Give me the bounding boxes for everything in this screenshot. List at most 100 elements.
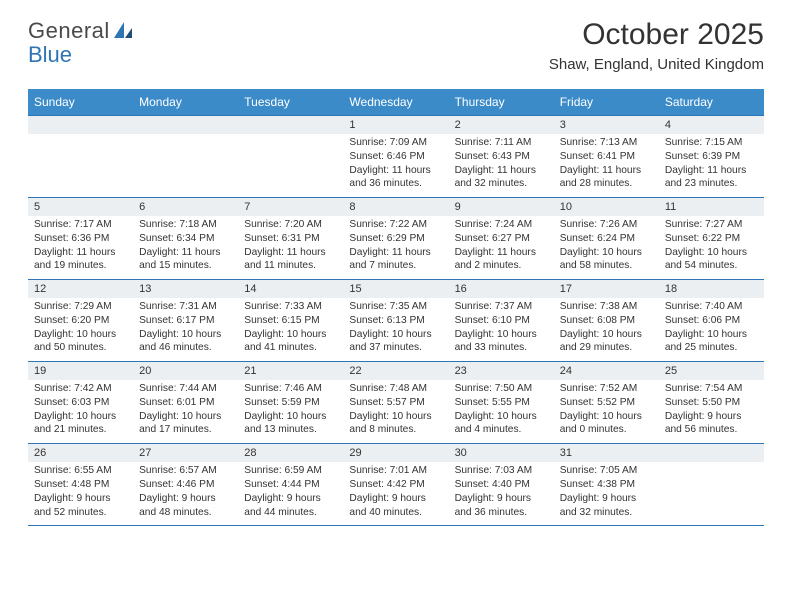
day-details bbox=[133, 134, 238, 186]
day-header: Monday bbox=[133, 89, 238, 116]
daylight-line: Daylight: 11 hours and 7 minutes. bbox=[349, 246, 442, 274]
week-row: 5Sunrise: 7:17 AMSunset: 6:36 PMDaylight… bbox=[28, 198, 764, 280]
daylight-line: Daylight: 11 hours and 32 minutes. bbox=[455, 164, 548, 192]
daylight-line: Daylight: 10 hours and 0 minutes. bbox=[560, 410, 653, 438]
sunset-line: Sunset: 5:55 PM bbox=[455, 396, 548, 410]
brand-sail-icon bbox=[112, 20, 134, 42]
day-details: Sunrise: 7:46 AMSunset: 5:59 PMDaylight:… bbox=[238, 380, 343, 443]
daylight-line: Daylight: 10 hours and 50 minutes. bbox=[34, 328, 127, 356]
sunrise-line: Sunrise: 6:57 AM bbox=[139, 464, 232, 478]
day-details: Sunrise: 7:20 AMSunset: 6:31 PMDaylight:… bbox=[238, 216, 343, 279]
day-number: 20 bbox=[133, 362, 238, 380]
day-number bbox=[133, 116, 238, 134]
sunset-line: Sunset: 5:59 PM bbox=[244, 396, 337, 410]
day-cell: 5Sunrise: 7:17 AMSunset: 6:36 PMDaylight… bbox=[28, 198, 133, 280]
day-cell: 30Sunrise: 7:03 AMSunset: 4:40 PMDayligh… bbox=[449, 444, 554, 526]
sunset-line: Sunset: 5:57 PM bbox=[349, 396, 442, 410]
day-cell: 11Sunrise: 7:27 AMSunset: 6:22 PMDayligh… bbox=[659, 198, 764, 280]
day-cell: 29Sunrise: 7:01 AMSunset: 4:42 PMDayligh… bbox=[343, 444, 448, 526]
sunrise-line: Sunrise: 7:20 AM bbox=[244, 218, 337, 232]
day-cell: 19Sunrise: 7:42 AMSunset: 6:03 PMDayligh… bbox=[28, 362, 133, 444]
sunset-line: Sunset: 4:46 PM bbox=[139, 478, 232, 492]
sunrise-line: Sunrise: 7:26 AM bbox=[560, 218, 653, 232]
day-header: Friday bbox=[554, 89, 659, 116]
sunrise-line: Sunrise: 7:17 AM bbox=[34, 218, 127, 232]
day-header: Sunday bbox=[28, 89, 133, 116]
sunset-line: Sunset: 6:15 PM bbox=[244, 314, 337, 328]
day-cell: 21Sunrise: 7:46 AMSunset: 5:59 PMDayligh… bbox=[238, 362, 343, 444]
sunrise-line: Sunrise: 7:22 AM bbox=[349, 218, 442, 232]
day-number: 23 bbox=[449, 362, 554, 380]
brand-logo: General bbox=[28, 18, 136, 44]
day-cell: 23Sunrise: 7:50 AMSunset: 5:55 PMDayligh… bbox=[449, 362, 554, 444]
day-cell: 15Sunrise: 7:35 AMSunset: 6:13 PMDayligh… bbox=[343, 280, 448, 362]
header: General October 2025 Shaw, England, Unit… bbox=[0, 0, 792, 81]
daylight-line: Daylight: 10 hours and 29 minutes. bbox=[560, 328, 653, 356]
daylight-line: Daylight: 10 hours and 21 minutes. bbox=[34, 410, 127, 438]
sunset-line: Sunset: 4:40 PM bbox=[455, 478, 548, 492]
sunset-line: Sunset: 6:41 PM bbox=[560, 150, 653, 164]
brand-name-a: General bbox=[28, 18, 110, 44]
sunset-line: Sunset: 4:44 PM bbox=[244, 478, 337, 492]
sunrise-line: Sunrise: 7:52 AM bbox=[560, 382, 653, 396]
day-number: 30 bbox=[449, 444, 554, 462]
day-number: 19 bbox=[28, 362, 133, 380]
sunrise-line: Sunrise: 7:50 AM bbox=[455, 382, 548, 396]
sunrise-line: Sunrise: 7:05 AM bbox=[560, 464, 653, 478]
day-number bbox=[238, 116, 343, 134]
day-number: 7 bbox=[238, 198, 343, 216]
sunrise-line: Sunrise: 6:59 AM bbox=[244, 464, 337, 478]
sunset-line: Sunset: 6:20 PM bbox=[34, 314, 127, 328]
sunrise-line: Sunrise: 7:33 AM bbox=[244, 300, 337, 314]
sunrise-line: Sunrise: 7:54 AM bbox=[665, 382, 758, 396]
day-details: Sunrise: 7:52 AMSunset: 5:52 PMDaylight:… bbox=[554, 380, 659, 443]
day-details: Sunrise: 6:57 AMSunset: 4:46 PMDaylight:… bbox=[133, 462, 238, 525]
sunrise-line: Sunrise: 7:09 AM bbox=[349, 136, 442, 150]
sunrise-line: Sunrise: 7:01 AM bbox=[349, 464, 442, 478]
day-details: Sunrise: 7:26 AMSunset: 6:24 PMDaylight:… bbox=[554, 216, 659, 279]
day-number: 14 bbox=[238, 280, 343, 298]
day-cell: 10Sunrise: 7:26 AMSunset: 6:24 PMDayligh… bbox=[554, 198, 659, 280]
day-cell: 13Sunrise: 7:31 AMSunset: 6:17 PMDayligh… bbox=[133, 280, 238, 362]
day-number: 26 bbox=[28, 444, 133, 462]
day-number: 29 bbox=[343, 444, 448, 462]
sunset-line: Sunset: 6:17 PM bbox=[139, 314, 232, 328]
day-cell: 4Sunrise: 7:15 AMSunset: 6:39 PMDaylight… bbox=[659, 116, 764, 198]
daylight-line: Daylight: 9 hours and 44 minutes. bbox=[244, 492, 337, 520]
day-cell: 6Sunrise: 7:18 AMSunset: 6:34 PMDaylight… bbox=[133, 198, 238, 280]
daylight-line: Daylight: 9 hours and 56 minutes. bbox=[665, 410, 758, 438]
day-number: 3 bbox=[554, 116, 659, 134]
daylight-line: Daylight: 9 hours and 32 minutes. bbox=[560, 492, 653, 520]
sunset-line: Sunset: 6:39 PM bbox=[665, 150, 758, 164]
day-details bbox=[659, 462, 764, 514]
bottom-rule bbox=[28, 525, 764, 526]
day-cell: 25Sunrise: 7:54 AMSunset: 5:50 PMDayligh… bbox=[659, 362, 764, 444]
day-details: Sunrise: 6:55 AMSunset: 4:48 PMDaylight:… bbox=[28, 462, 133, 525]
day-number bbox=[659, 444, 764, 462]
day-cell: 27Sunrise: 6:57 AMSunset: 4:46 PMDayligh… bbox=[133, 444, 238, 526]
title-block: October 2025 Shaw, England, United Kingd… bbox=[549, 18, 764, 73]
daylight-line: Daylight: 11 hours and 36 minutes. bbox=[349, 164, 442, 192]
day-number: 10 bbox=[554, 198, 659, 216]
calendar-table: SundayMondayTuesdayWednesdayThursdayFrid… bbox=[28, 89, 764, 525]
sunrise-line: Sunrise: 7:11 AM bbox=[455, 136, 548, 150]
day-cell: 26Sunrise: 6:55 AMSunset: 4:48 PMDayligh… bbox=[28, 444, 133, 526]
daylight-line: Daylight: 10 hours and 41 minutes. bbox=[244, 328, 337, 356]
sunrise-line: Sunrise: 7:48 AM bbox=[349, 382, 442, 396]
day-cell: 24Sunrise: 7:52 AMSunset: 5:52 PMDayligh… bbox=[554, 362, 659, 444]
day-details: Sunrise: 7:50 AMSunset: 5:55 PMDaylight:… bbox=[449, 380, 554, 443]
sunset-line: Sunset: 6:22 PM bbox=[665, 232, 758, 246]
day-cell: 31Sunrise: 7:05 AMSunset: 4:38 PMDayligh… bbox=[554, 444, 659, 526]
month-title: October 2025 bbox=[549, 18, 764, 52]
sunset-line: Sunset: 6:24 PM bbox=[560, 232, 653, 246]
day-number: 8 bbox=[343, 198, 448, 216]
day-details: Sunrise: 7:31 AMSunset: 6:17 PMDaylight:… bbox=[133, 298, 238, 361]
day-cell bbox=[659, 444, 764, 526]
day-number: 24 bbox=[554, 362, 659, 380]
sunset-line: Sunset: 6:46 PM bbox=[349, 150, 442, 164]
sunset-line: Sunset: 5:52 PM bbox=[560, 396, 653, 410]
day-cell bbox=[28, 116, 133, 198]
sunrise-line: Sunrise: 7:44 AM bbox=[139, 382, 232, 396]
day-cell: 20Sunrise: 7:44 AMSunset: 6:01 PMDayligh… bbox=[133, 362, 238, 444]
day-cell: 18Sunrise: 7:40 AMSunset: 6:06 PMDayligh… bbox=[659, 280, 764, 362]
